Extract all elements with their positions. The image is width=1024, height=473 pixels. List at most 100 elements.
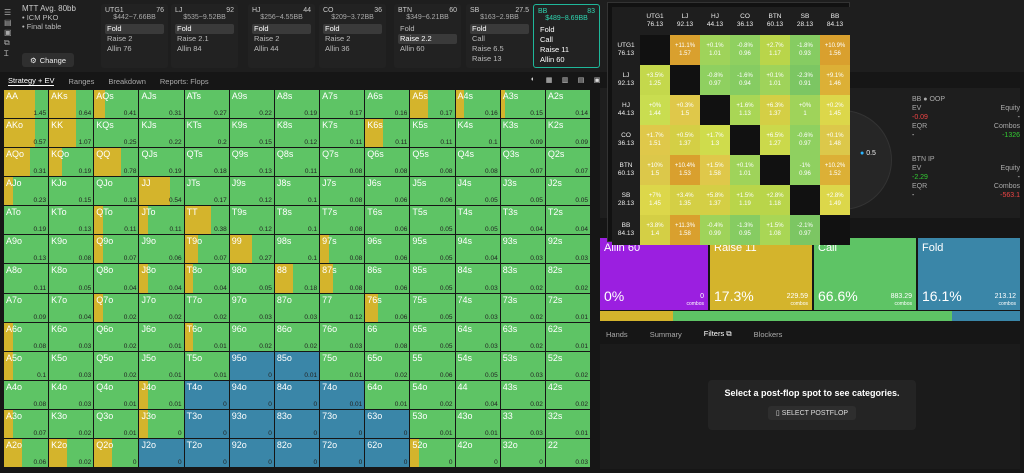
hand-cell[interactable]: 63o 0 [365,409,410,438]
hand-cell[interactable]: Q8o 0.04 [94,264,139,293]
seat-btn[interactable]: BTN IP EV Equity -2.29- EQR Combos - -563.1 [912,156,1020,199]
hand-cell[interactable]: AJo 0.23 [4,177,49,206]
hand-cell[interactable]: T6o 0.01 [184,322,229,351]
hand-cell[interactable]: QTs 0.18 [184,148,229,177]
hand-cell[interactable]: K3o 0.02 [49,409,94,438]
pressure-cell[interactable]: +0.1% 1.48 [820,125,850,155]
pressure-cell[interactable]: +5.8% 1.37 [700,185,730,215]
hand-cell[interactable]: J4s 0.05 [455,177,500,206]
pressure-cell[interactable]: +0.3% 1.5 [670,95,700,125]
position-action[interactable]: Fold [470,24,529,34]
hand-cell[interactable]: AQs 0.41 [94,90,139,119]
pressure-cell[interactable]: +0.1% 1.01 [730,155,760,185]
position-action[interactable]: Call [540,35,553,44]
hand-cell[interactable]: Q7o 0.02 [94,293,139,322]
pressure-cell[interactable]: +10.4% 1.53 [670,155,700,185]
hand-cell[interactable]: Q2s 0.07 [545,148,590,177]
position-action[interactable]: Fold [400,24,415,33]
hand-cell[interactable]: AJs 0.31 [139,90,184,119]
hand-cell[interactable]: 72o 0 [320,438,365,467]
hand-cell[interactable]: A4o 0.08 [4,380,49,409]
pressure-cell[interactable]: -0.4% 0.99 [700,215,730,245]
hand-cell[interactable]: 62o 0 [365,438,410,467]
tab-summary[interactable]: Summary [649,329,682,339]
change-button[interactable]: ⚙ Change [22,53,74,67]
hand-cell[interactable]: 65o 0.02 [365,351,410,380]
pressure-cell[interactable]: +0.1% 1.01 [700,35,730,65]
position-action[interactable]: Fold [323,24,382,34]
hand-cell[interactable]: JJ 0.54 [139,177,184,206]
hand-cell[interactable]: 98o 0.05 [229,264,274,293]
position-action[interactable]: Allin 44 [254,44,279,53]
hand-cell[interactable]: QTo 0.11 [94,206,139,235]
hand-cell[interactable]: 87o 0.03 [274,293,320,322]
pressure-cell[interactable]: +0% 1.44 [640,95,670,125]
hand-cell[interactable]: A6o 0.08 [4,322,49,351]
action-bar-call[interactable]: Call 66.6% 883.29 combos [814,238,916,310]
pressure-cell[interactable]: -1% 0.96 [790,155,820,185]
hand-cell[interactable]: J9s 0.12 [229,177,274,206]
hand-cell[interactable]: 73o 0 [320,409,365,438]
empty-cell[interactable] [790,185,820,215]
hand-cell[interactable]: 93o 0 [229,409,274,438]
grid-view-icon[interactable]: ▦ [545,77,553,84]
hand-cell[interactable]: J3o 0 [139,409,184,438]
action-bar-raise[interactable]: Raise 11 17.3% 229.59 combos [710,238,812,310]
position-action[interactable]: Raise 2 [254,34,280,43]
position-action[interactable]: Fold [252,24,311,34]
hand-cell[interactable]: J3s 0.05 [500,177,545,206]
pressure-cell[interactable]: +1.5% 1.19 [730,185,760,215]
position-action[interactable]: Fold [105,24,164,34]
hand-cell[interactable]: A9s 0.22 [229,90,274,119]
hand-cell[interactable]: A7s 0.17 [320,90,365,119]
hand-cell[interactable]: A2s 0.14 [545,90,590,119]
hand-cell[interactable]: A3s 0.15 [500,90,545,119]
pressure-cell[interactable]: +1.5% 1.58 [700,155,730,185]
pressure-cell[interactable]: -2.3% 0.91 [790,65,820,95]
hand-cell[interactable]: T6s 0.06 [365,206,410,235]
hand-cell[interactable]: T7s 0.08 [320,206,365,235]
pressure-cell[interactable]: +1.7% 1.51 [640,125,670,155]
hand-cell[interactable]: Q7s 0.08 [320,148,365,177]
hand-cell[interactable]: 43s 0.02 [500,380,545,409]
save-icon[interactable]: ▣ [4,28,12,37]
hand-cell[interactable]: KJo 0.15 [49,177,94,206]
hand-cell[interactable]: 84s 0.03 [455,264,500,293]
hand-cell[interactable]: KJs 0.22 [139,119,184,148]
hand-cell[interactable]: 72s 0.01 [545,293,590,322]
hand-cell[interactable]: 54s 0.05 [455,351,500,380]
hand-cell[interactable]: J8s 0.1 [274,177,320,206]
pressure-cell[interactable]: -2.1% 0.97 [790,215,820,245]
hand-cell[interactable]: 42s 0.02 [545,380,590,409]
hand-cell[interactable]: T2s 0.04 [545,206,590,235]
position-card-co[interactable]: CO 36 $209~3.72BB Fold Raise 2 Allin 36 [319,4,386,68]
hand-cell[interactable]: 87s 0.08 [320,264,365,293]
pressure-cell[interactable]: +10.9% 1.56 [820,35,850,65]
hand-cell[interactable]: K5s 0.11 [410,119,455,148]
hand-cell[interactable]: K8s 0.12 [274,119,320,148]
hand-cell[interactable]: QJo 0.13 [94,177,139,206]
hand-cell[interactable]: Q9o 0.07 [94,235,139,264]
pressure-cell[interactable]: +2.8% 1.49 [820,185,850,215]
position-action[interactable]: Raise 13 [472,54,502,63]
position-action[interactable]: Raise 11 [540,45,570,54]
hand-cell[interactable]: 84o 0 [274,380,320,409]
hand-cell[interactable]: J7o 0.02 [139,293,184,322]
hand-cell[interactable]: A9o 0.13 [4,235,49,264]
hand-cell[interactable]: 53s 0.03 [500,351,545,380]
pressure-cell[interactable]: +6.5% 1.27 [760,125,790,155]
hand-cell[interactable]: A5s 0.17 [410,90,455,119]
hand-cell[interactable]: 82s 0.02 [545,264,590,293]
hand-cell[interactable]: J8o 0.04 [139,264,184,293]
pressure-cell[interactable]: +3.4% 1.35 [670,185,700,215]
hand-cell[interactable]: 95o 0 [229,351,274,380]
hand-cell[interactable]: Q6o 0.02 [94,322,139,351]
hand-cell[interactable]: K4o 0.03 [49,380,94,409]
hand-cell[interactable]: 53o 0.01 [410,409,455,438]
seat-bb[interactable]: BB ● OOP EV Equity -0.09- EQR Combos - -132… [912,96,1020,139]
hand-cell[interactable]: 33 0.03 [500,409,545,438]
hand-cell[interactable]: Q8s 0.11 [274,148,320,177]
hand-cell[interactable]: KQo 0.19 [49,148,94,177]
position-action[interactable]: Raise 2.2 [398,34,457,44]
compact-view-icon[interactable]: ▣ [593,77,601,84]
